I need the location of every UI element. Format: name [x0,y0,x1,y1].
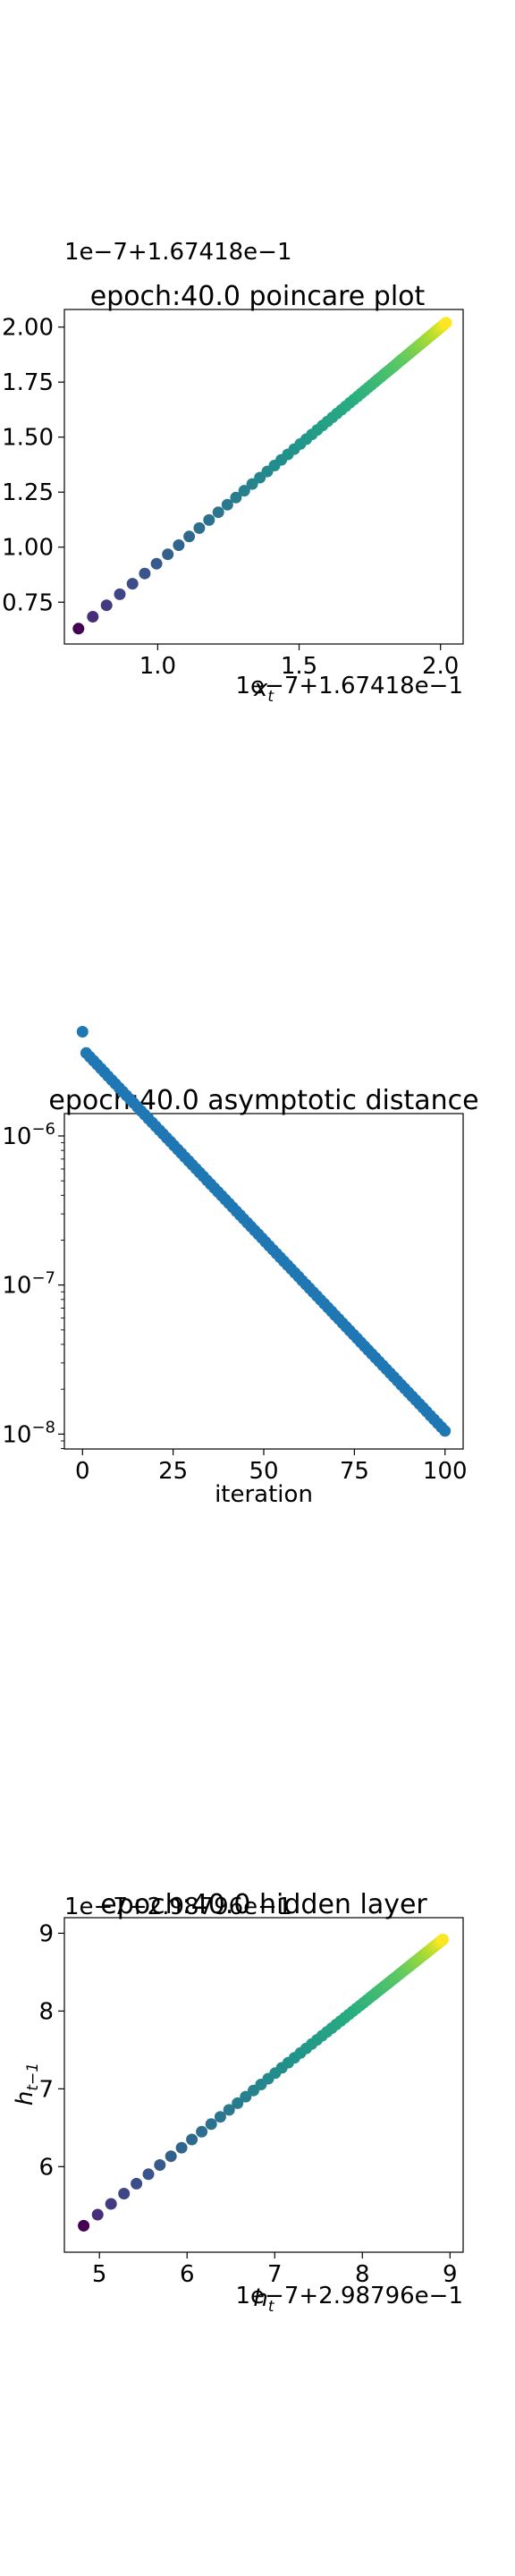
chart3-xtick-label-3: 8 [355,2261,370,2288]
chart3-ytick-label-2: 8 [38,1998,54,2025]
chart3-point-3 [118,2188,131,2199]
chart3-xtick-label-0: 5 [92,2261,107,2288]
chart1-ytick-label-0: 0.75 [2,589,54,616]
chart3-point-8 [175,2141,188,2154]
chart1-ytick-label-4: 1.75 [2,369,54,396]
chart-hidden-title: epoch:40.0 hidden layer [100,1889,427,1920]
chart3-point-2 [105,2198,117,2210]
chart2-ytick-label-0: 10−8 [2,1418,55,1448]
chart1-point-7 [162,548,174,561]
chart1-ytick-label-1: 1.00 [2,535,54,562]
chart3-point-13 [223,2104,235,2116]
chart1-point-4 [126,578,139,590]
chart3-point-7 [165,2150,177,2163]
chart3-point-12 [214,2111,226,2123]
chart3-ytick-label-3: 9 [38,1920,54,1947]
chart2-xtick-label-3: 75 [340,1458,369,1485]
chart-asymptotic-axes-frame [63,1113,464,1450]
chart1-point-11 [203,513,215,526]
chart-poincare-axes-frame [63,309,464,645]
chart1-point-9 [183,530,196,543]
chart1-point-0 [72,623,85,635]
chart3-point-1 [91,2208,104,2221]
chart3-xtick-label-1: 6 [180,2261,195,2288]
chart2-xtick-label-0: 0 [75,1458,90,1485]
chart1-xtick-label-2: 2.0 [422,653,459,680]
chart2-xtick-label-1: 25 [158,1458,188,1485]
chart2-ytick-label-2: 10−6 [2,1120,55,1150]
chart-poincare-offset-x: 1e−7+1.67418e−1 [236,673,464,699]
chart1-point-15 [238,485,250,497]
chart-asymptotic-title: epoch:40.0 asymptotic distance [48,1085,478,1116]
chart2-xtick-label-4: 100 [423,1458,468,1485]
chart3-point-15 [240,2090,252,2103]
chart2-point-99 [439,1425,452,1437]
chart-hidden-offset-y: 1e−7+2.98796e−1 [64,1894,292,1920]
chart-hidden-offset-x: 1e−7+2.98796e−1 [236,2283,464,2309]
chart1-point-5 [139,567,151,580]
chart1-point-10 [193,521,206,534]
chart3-point-5 [142,2168,155,2181]
chart1-point-14 [230,491,242,504]
chart-asymptotic-xlabel: iteration [215,1481,313,1508]
chart3-point-14 [232,2097,244,2109]
chart1-point-6 [150,557,163,570]
chart3-point-98 [437,1933,449,1945]
chart-asymptotic: epoch:40.0 asymptotic distance 0 25 50 75 10… [2,1026,479,1508]
chart2-xtick-label-2: 50 [249,1458,278,1485]
chart-poincare-title: epoch:40.0 poincare plot [90,281,426,312]
chart3-point-10 [196,2125,208,2138]
chart1-ytick-label-2: 1.25 [2,479,54,506]
chart1-point-12 [212,506,224,519]
chart-hidden: 1e−7+2.98796e−1 epoch:40.0 hidden layer … [12,1889,464,2316]
chart2-point-0 [76,1026,89,1038]
chart1-point-8 [173,539,185,551]
chart3-point-6 [154,2159,166,2171]
chart1-point-16 [246,478,258,490]
chart-poincare-offset-y: 1e−7+1.67418e−1 [64,239,292,266]
chart3-xtick-label-2: 7 [267,2261,283,2288]
chart3-point-9 [186,2133,198,2146]
chart1-point-2 [100,599,113,612]
chart3-ytick-label-0: 6 [38,2154,54,2181]
chart-hidden-axes-frame [63,1917,464,2253]
chart3-xtick-label-4: 9 [443,2261,458,2288]
chart1-point-13 [221,498,233,511]
chart3-point-11 [205,2118,217,2131]
chart1-xtick-label-0: 1.0 [139,653,176,680]
chart-poincare: 1e−7+1.67418e−1 epoch:40.0 poincare plot… [2,239,464,706]
chart-hidden-ylabel: ht−1 [12,2063,42,2106]
chart1-point-1 [87,611,99,623]
chart2-ytick-label-1: 10−7 [2,1269,55,1300]
chart1-xtick-label-1: 1.5 [281,653,317,680]
chart1-point-3 [114,588,126,600]
chart1-point-98 [440,317,452,329]
chart3-point-0 [78,2219,90,2232]
chart1-ytick-label-3: 1.50 [2,425,54,452]
chart3-point-4 [131,2177,143,2190]
chart3-ytick-label-1: 7 [38,2076,54,2103]
chart1-ytick-label-5: 2.00 [2,315,54,342]
